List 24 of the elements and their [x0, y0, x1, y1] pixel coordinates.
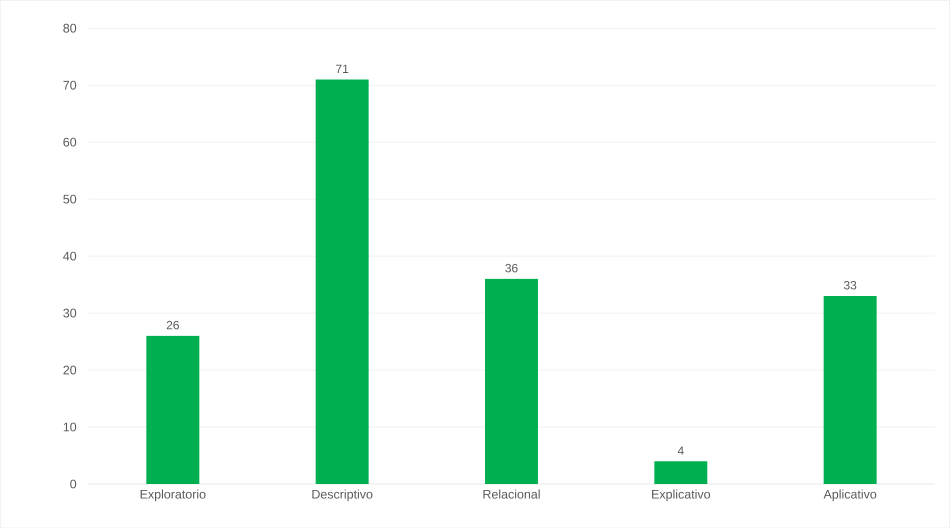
y-tick-label: 80: [63, 24, 76, 33]
y-tick-label: 20: [63, 366, 76, 374]
y-tick-label: 0: [70, 480, 76, 488]
y-tick-label: 10: [64, 422, 76, 432]
bar: [485, 278, 538, 484]
data-label: 4: [678, 446, 684, 455]
x-tick-label: Exploratorio: [140, 489, 206, 502]
y-tick-label: 40: [63, 252, 76, 260]
y-tick-label: 50: [63, 194, 76, 204]
y-tick-label: 60: [63, 138, 76, 146]
x-tick-label: Descriptivo: [312, 489, 372, 502]
y-tick-label: 70: [63, 80, 76, 90]
data-label: 26: [166, 320, 179, 330]
y-tick-label: 30: [63, 308, 76, 318]
data-label: 36: [505, 264, 518, 272]
bar: [824, 296, 877, 484]
bar: [316, 79, 369, 484]
bar: [654, 461, 708, 484]
data-label: 71: [336, 64, 348, 73]
x-tick-label: Explicativo: [652, 489, 710, 502]
x-tick-label: Relacional: [483, 489, 540, 499]
x-tick-label: Aplicativo: [824, 489, 876, 502]
bar: [146, 336, 200, 484]
data-label: 33: [844, 280, 856, 290]
